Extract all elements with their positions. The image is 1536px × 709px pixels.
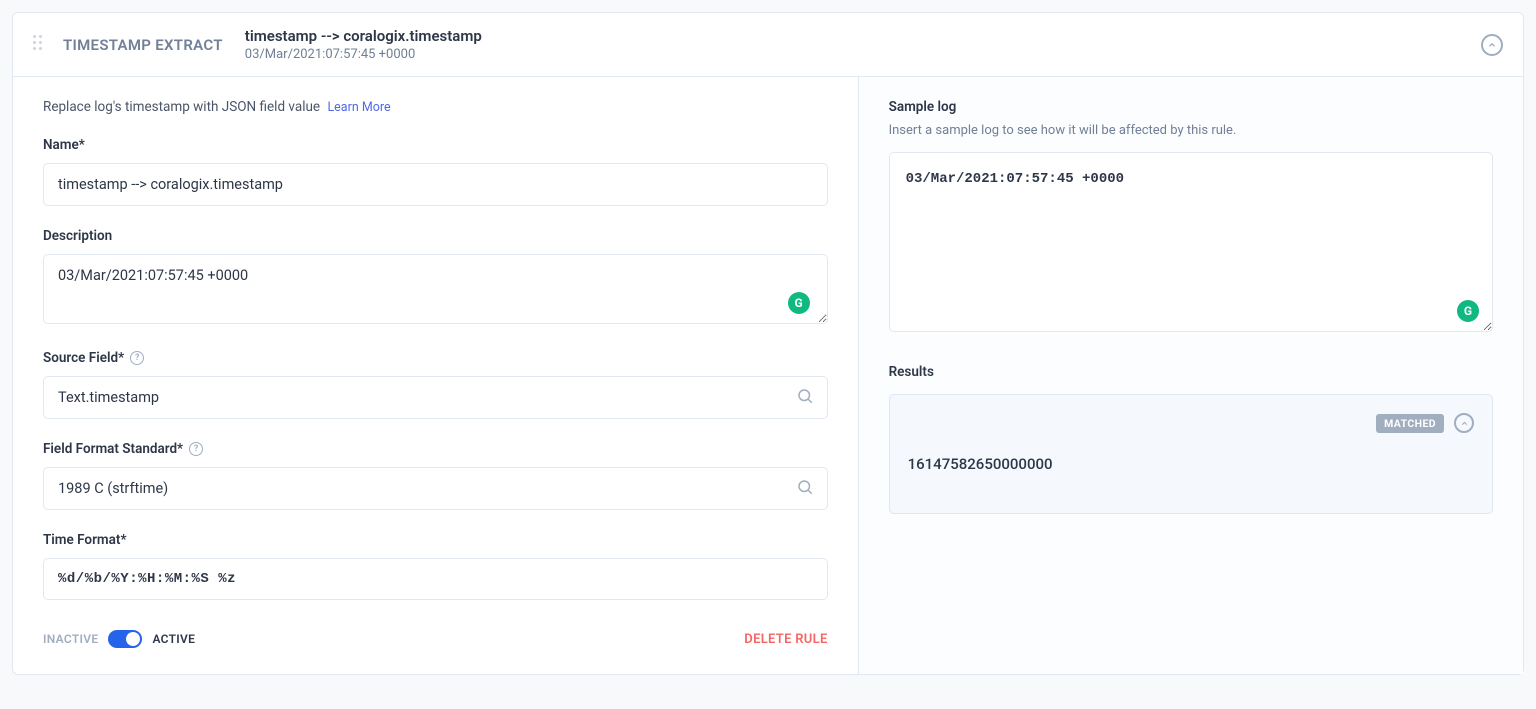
active-toggle[interactable] [108, 630, 142, 648]
name-field: Name* [43, 137, 828, 206]
rule-subtitle: 03/Mar/2021:07:57:45 +0000 [245, 47, 482, 62]
drag-handle-icon[interactable] [33, 35, 45, 55]
field-format-select-wrap [43, 467, 828, 510]
sample-log-title: Sample log [889, 99, 1493, 115]
result-value: 16147582650000000 [908, 455, 1474, 473]
matched-badge: MATCHED [1376, 414, 1444, 433]
card-body: Replace log's timestamp with JSON field … [13, 77, 1523, 674]
field-format-input[interactable] [43, 467, 828, 510]
delete-rule-button[interactable]: DELETE RULE [744, 632, 827, 647]
description-label: Description [43, 228, 828, 244]
rule-type-label: TIMESTAMP EXTRACT [63, 36, 223, 54]
sample-log-wrap: G [889, 152, 1493, 336]
grammarly-icon: G [788, 292, 810, 314]
source-field-select-wrap [43, 376, 828, 419]
active-toggle-group: INACTIVE ACTIVE [43, 630, 195, 648]
source-field-input[interactable] [43, 376, 828, 419]
grammarly-icon: G [1457, 300, 1479, 322]
card-header: TIMESTAMP EXTRACT timestamp --> coralogi… [13, 13, 1523, 77]
active-label: ACTIVE [152, 632, 195, 646]
name-input[interactable] [43, 163, 828, 206]
rule-card: TIMESTAMP EXTRACT timestamp --> coralogi… [12, 12, 1524, 675]
results-header: MATCHED [908, 413, 1474, 433]
intro-message: Replace log's timestamp with JSON field … [43, 99, 320, 115]
source-field-label: Source Field* ? [43, 350, 828, 366]
help-icon[interactable]: ? [130, 351, 144, 365]
results-collapse-button[interactable] [1454, 413, 1474, 433]
results-box: MATCHED 16147582650000000 [889, 394, 1493, 514]
time-format-label: Time Format* [43, 532, 828, 548]
learn-more-link[interactable]: Learn More [327, 100, 390, 115]
intro-text: Replace log's timestamp with JSON field … [43, 99, 828, 115]
sample-log-hint: Insert a sample log to see how it will b… [889, 123, 1493, 138]
sample-panel: Sample log Insert a sample log to see ho… [859, 77, 1523, 674]
sample-log-input[interactable] [889, 152, 1493, 332]
search-icon[interactable] [796, 478, 814, 500]
header-text-block: timestamp --> coralogix.timestamp 03/Mar… [245, 27, 482, 62]
description-wrap: G [43, 254, 828, 328]
source-field-field: Source Field* ? [43, 350, 828, 419]
form-panel: Replace log's timestamp with JSON field … [13, 77, 859, 674]
field-format-field: Field Format Standard* ? [43, 441, 828, 510]
field-format-label: Field Format Standard* ? [43, 441, 828, 457]
rule-title: timestamp --> coralogix.timestamp [245, 27, 482, 45]
description-input[interactable] [43, 254, 828, 324]
collapse-button[interactable] [1481, 34, 1503, 56]
time-format-field: Time Format* [43, 532, 828, 600]
name-label: Name* [43, 137, 828, 153]
description-field: Description G [43, 228, 828, 328]
results-title: Results [889, 364, 1493, 380]
inactive-label: INACTIVE [43, 632, 98, 646]
chevron-up-icon [1460, 419, 1469, 428]
source-field-label-text: Source Field* [43, 350, 124, 366]
time-format-input[interactable] [43, 558, 828, 600]
field-format-label-text: Field Format Standard* [43, 441, 183, 457]
chevron-up-icon [1487, 40, 1497, 50]
form-footer: INACTIVE ACTIVE DELETE RULE [43, 630, 828, 648]
help-icon[interactable]: ? [189, 442, 203, 456]
search-icon[interactable] [796, 387, 814, 409]
